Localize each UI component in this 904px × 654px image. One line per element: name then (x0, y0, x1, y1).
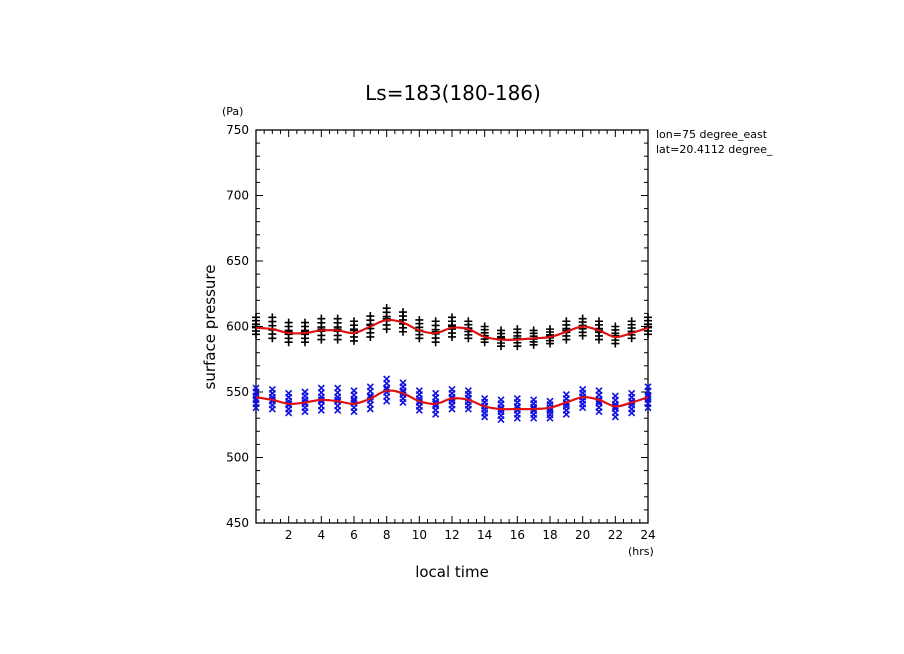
data-point (252, 384, 260, 392)
data-point (464, 387, 472, 395)
data-point (644, 383, 652, 391)
y-unit-label: (Pa) (222, 105, 243, 118)
data-point (497, 326, 505, 335)
data-point (611, 322, 620, 331)
x-tick-label: 24 (640, 528, 655, 542)
data-point (317, 384, 325, 392)
data-point (415, 315, 424, 324)
data-point (530, 396, 538, 404)
data-point (350, 317, 358, 326)
data-point (334, 384, 342, 392)
fit-line-top-3 (255, 389, 649, 411)
chart-title: Ls=183(180-186) (365, 81, 541, 105)
data-point (431, 317, 440, 326)
x-tick-label: 22 (608, 528, 623, 542)
y-tick-label: 700 (226, 189, 249, 203)
data-point (333, 325, 342, 334)
data-point (301, 388, 309, 396)
annotation-lon: lon=75 degree_east (656, 128, 768, 141)
data-point (268, 385, 276, 393)
data-point (382, 314, 391, 323)
y-tick-label: 750 (226, 123, 249, 137)
x-tick-label: 20 (575, 528, 590, 542)
data-point (252, 322, 260, 331)
data-point (562, 391, 570, 399)
x-tick-label: 10 (412, 528, 427, 542)
data-point (480, 322, 489, 331)
data-point (432, 389, 440, 397)
y-tick-label: 550 (226, 385, 249, 399)
data-point (399, 308, 407, 317)
y-tick-label: 500 (226, 451, 249, 465)
data-point (464, 317, 473, 326)
data-point (644, 313, 652, 322)
data-point (628, 389, 636, 397)
data-point (301, 318, 309, 327)
data-point (268, 313, 277, 322)
data-point (333, 314, 342, 323)
data-point (546, 397, 554, 405)
data-point (513, 325, 522, 334)
data-point (383, 375, 391, 383)
data-point (497, 396, 505, 404)
data-point (611, 392, 619, 400)
x-tick-label: 6 (350, 528, 358, 542)
y-tick-label: 600 (226, 320, 249, 334)
data-point (579, 385, 587, 393)
data-point (529, 326, 538, 335)
data-point (399, 379, 407, 387)
data-point (285, 389, 293, 397)
data-point (627, 317, 636, 326)
data-point (382, 304, 391, 313)
data-point (497, 334, 505, 343)
data-point (513, 394, 521, 403)
x-tick-label: 18 (542, 528, 557, 542)
y-tick-label: 450 (226, 516, 249, 530)
data-point (448, 385, 456, 393)
data-point (562, 317, 571, 326)
data-point (366, 383, 374, 391)
x-unit-label: (hrs) (628, 545, 654, 558)
data-point (366, 312, 375, 321)
data-point (448, 322, 456, 331)
y-axis-label: surface pressure (201, 265, 219, 390)
y-tick-label: 650 (226, 254, 249, 268)
data-point (595, 317, 603, 326)
x-axis-label: local time (415, 563, 489, 581)
annotation-lat: lat=20.4112 degree_ (656, 143, 773, 156)
data-point (317, 325, 326, 334)
x-tick-label: 14 (477, 528, 492, 542)
data-point (284, 318, 293, 327)
fit-line-top-2 (255, 318, 649, 341)
x-tick-label: 16 (510, 528, 525, 542)
data-point (415, 387, 423, 395)
x-tick-label: 4 (318, 528, 326, 542)
data-point (595, 387, 603, 395)
data-point (252, 313, 260, 322)
data-point (513, 334, 522, 343)
data-point (448, 313, 456, 322)
data-point (644, 322, 652, 331)
data-point (350, 387, 358, 395)
data-point (578, 314, 587, 323)
x-tick-label: 12 (444, 528, 459, 542)
x-tick-label: 2 (285, 528, 293, 542)
data-point (481, 394, 489, 403)
x-tick-label: 8 (383, 528, 391, 542)
data-point (317, 314, 326, 323)
